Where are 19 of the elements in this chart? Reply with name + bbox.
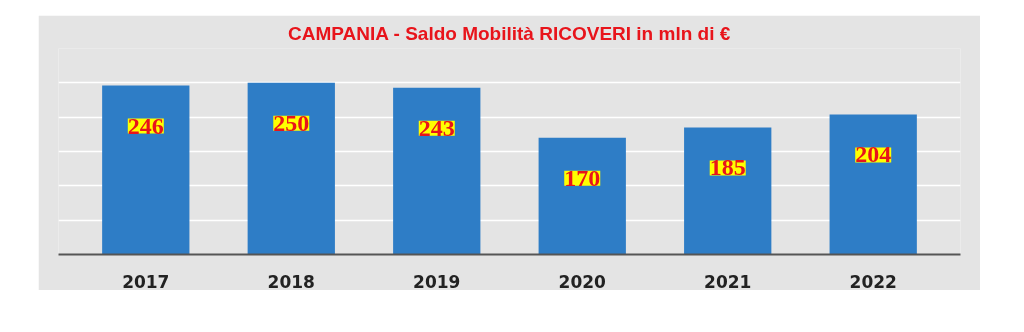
data-label: 204 <box>855 141 892 168</box>
x-tick-label: 2021 <box>704 271 752 292</box>
bar <box>829 114 917 255</box>
bar <box>393 87 481 255</box>
x-tick-label: 2020 <box>558 271 607 292</box>
data-label: 185 <box>709 154 746 181</box>
x-tick-label: 2017 <box>122 271 170 292</box>
x-tick-label: 2018 <box>267 271 315 292</box>
x-tick-label: 2019 <box>413 271 461 292</box>
data-label: 250 <box>273 109 310 136</box>
data-label: 243 <box>418 114 455 141</box>
bar <box>684 127 772 255</box>
data-label: 170 <box>564 164 601 191</box>
bar <box>102 85 190 255</box>
bar <box>247 82 335 255</box>
x-tick-label: 2022 <box>849 271 897 292</box>
bar <box>538 137 626 255</box>
chart-title: CAMPANIA - Saldo Mobilità RICOVERI in mln di € <box>288 22 731 44</box>
data-label: 246 <box>127 112 164 139</box>
